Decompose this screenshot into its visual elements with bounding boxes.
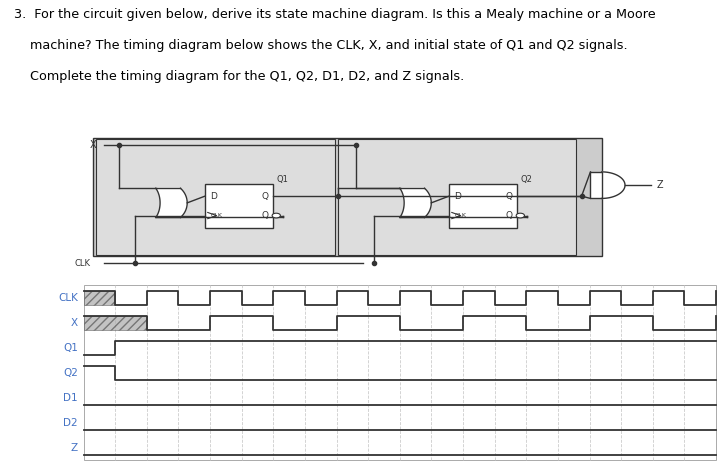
Bar	[96, 139, 335, 254]
Bar	[337, 139, 577, 254]
Bar	[449, 184, 517, 228]
Text: Q: Q	[505, 192, 513, 200]
Bar	[94, 138, 603, 256]
Text: Q: Q	[262, 211, 268, 220]
Polygon shape	[84, 291, 115, 305]
Text: Z: Z	[71, 443, 78, 453]
Text: Q2: Q2	[521, 175, 533, 184]
Text: Q1: Q1	[277, 175, 289, 184]
Bar	[205, 184, 273, 228]
Text: Q: Q	[262, 192, 268, 200]
Text: 3.  For the circuit given below, derive its state machine diagram. Is this a Mea: 3. For the circuit given below, derive i…	[15, 8, 656, 21]
Polygon shape	[400, 188, 431, 218]
Polygon shape	[84, 316, 147, 329]
Text: Q: Q	[505, 211, 513, 220]
Bar	[590, 172, 602, 199]
Text: Z: Z	[656, 180, 663, 190]
Text: D: D	[210, 192, 217, 200]
Bar	[84, 285, 716, 460]
Circle shape	[516, 213, 524, 218]
Text: machine? The timing diagram below shows the CLK, X, and initial state of Q1 and : machine? The timing diagram below shows …	[15, 39, 628, 52]
Text: D1: D1	[63, 393, 78, 403]
Polygon shape	[602, 172, 625, 199]
Text: CLK: CLK	[58, 293, 78, 303]
Text: Q2: Q2	[63, 368, 78, 378]
Polygon shape	[156, 188, 187, 218]
Text: CLK: CLK	[210, 213, 222, 218]
Text: D2: D2	[63, 418, 78, 428]
Text: X: X	[71, 318, 78, 328]
Text: CLK: CLK	[75, 259, 91, 268]
Text: CLK: CLK	[454, 213, 467, 218]
Text: D: D	[454, 192, 461, 200]
Text: Q1: Q1	[63, 343, 78, 353]
Text: X: X	[89, 140, 96, 151]
Circle shape	[272, 213, 281, 218]
Text: Complete the timing diagram for the Q1, Q2, D1, D2, and Z signals.: Complete the timing diagram for the Q1, …	[15, 70, 465, 82]
